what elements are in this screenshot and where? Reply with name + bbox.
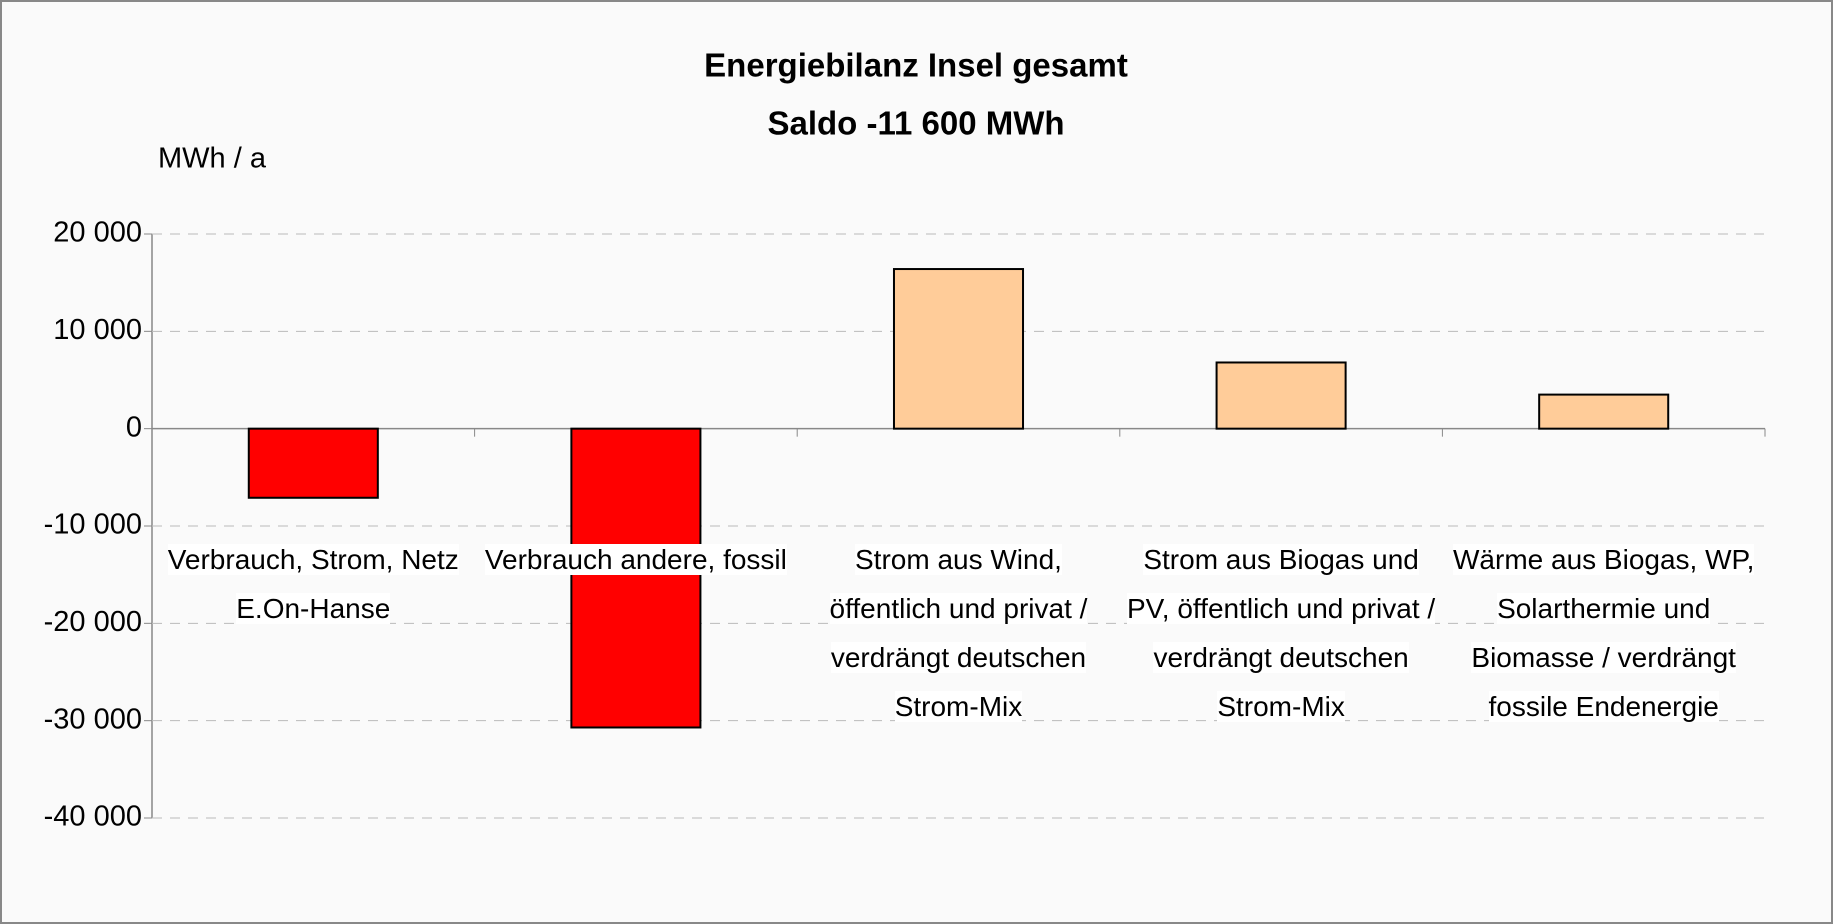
x-tick-label-box: Strom aus Wind, öffentlich und privat / … (797, 535, 1120, 731)
bar (570, 427, 702, 729)
bar (892, 268, 1025, 430)
chart-title: Energiebilanz Insel gesamt (704, 47, 1128, 84)
x-tick-label: Wärme aus Biogas, WP, Solarthermie und B… (1453, 544, 1755, 722)
x-tick-label-box: Verbrauch andere, fossil (475, 535, 798, 584)
y-tick-label: -40 000 (44, 801, 142, 833)
x-tick-label: Strom aus Wind, öffentlich und privat / … (829, 544, 1088, 722)
y-tick-label: 10 000 (53, 314, 142, 346)
y-tick-label: 0 (126, 411, 142, 443)
chart-subtitle: Saldo -11 600 MWh (767, 105, 1064, 142)
x-tick-label-box: Verbrauch, Strom, Netz E.On-Hanse (152, 535, 475, 633)
x-tick-label-box: Wärme aus Biogas, WP, Solarthermie und B… (1442, 535, 1765, 731)
y-tick-label: -10 000 (44, 509, 142, 541)
bar (1538, 393, 1670, 430)
y-axis-label: MWh / a (158, 143, 267, 175)
y-tick-label: 20 000 (53, 217, 142, 249)
x-tick-label: Verbrauch andere, fossil (484, 544, 787, 575)
y-tick-label: -20 000 (44, 606, 142, 638)
bar (247, 427, 379, 499)
x-tick-label-box: Strom aus Biogas und PV, öffentlich und … (1120, 535, 1443, 731)
x-tick-label: Strom aus Biogas und PV, öffentlich und … (1126, 544, 1436, 722)
bar (1215, 361, 1347, 430)
x-tick-label: Verbrauch, Strom, Netz E.On-Hanse (167, 544, 459, 624)
y-tick-label: -30 000 (44, 703, 142, 735)
